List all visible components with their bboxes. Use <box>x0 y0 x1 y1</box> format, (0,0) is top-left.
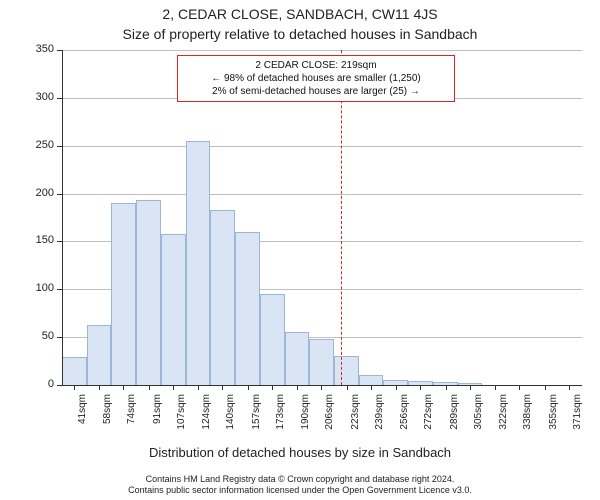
x-tick <box>99 385 100 390</box>
x-tick-label: 371sqm <box>572 394 583 454</box>
x-tick-label: 58sqm <box>102 394 113 454</box>
gridline <box>62 50 582 51</box>
x-tick-label: 272sqm <box>423 394 434 454</box>
x-tick <box>248 385 249 390</box>
x-tick-label: 74sqm <box>126 394 137 454</box>
y-tick-label: 0 <box>28 378 54 390</box>
x-tick-label: 41sqm <box>77 394 88 454</box>
histogram-bar <box>359 375 384 385</box>
x-tick <box>420 385 421 390</box>
x-tick <box>569 385 570 390</box>
x-tick <box>321 385 322 390</box>
x-tick <box>123 385 124 390</box>
x-tick <box>347 385 348 390</box>
y-axis-line <box>62 50 63 385</box>
x-tick-label: 305sqm <box>473 394 484 454</box>
chart-title-1: 2, CEDAR CLOSE, SANDBACH, CW11 4JS <box>0 6 600 22</box>
x-tick-label: 239sqm <box>374 394 385 454</box>
histogram-bar <box>309 339 334 385</box>
y-tick-label: 250 <box>28 139 54 151</box>
x-tick-label: 91sqm <box>152 394 163 454</box>
x-tick <box>198 385 199 390</box>
x-tick <box>173 385 174 390</box>
x-tick-label: 124sqm <box>201 394 212 454</box>
x-tick-label: 173sqm <box>275 394 286 454</box>
chart-title-2: Size of property relative to detached ho… <box>0 26 600 42</box>
histogram-bar <box>87 325 112 385</box>
y-tick-label: 300 <box>28 91 54 103</box>
x-tick <box>371 385 372 390</box>
x-tick-label: 338sqm <box>522 394 533 454</box>
x-tick <box>495 385 496 390</box>
histogram-bar <box>235 232 260 385</box>
y-tick-label: 200 <box>28 187 54 199</box>
annotation-box: 2 CEDAR CLOSE: 219sqm← 98% of detached h… <box>177 55 454 102</box>
gridline <box>62 146 582 147</box>
y-tick-label: 100 <box>28 282 54 294</box>
histogram-bar <box>62 357 87 385</box>
x-tick-label: 289sqm <box>449 394 460 454</box>
x-tick-label: 190sqm <box>300 394 311 454</box>
x-tick-label: 157sqm <box>251 394 262 454</box>
chart-footer: Contains HM Land Registry data © Crown c… <box>0 474 600 497</box>
histogram-bar <box>210 210 235 385</box>
x-tick-label: 107sqm <box>176 394 187 454</box>
x-tick <box>446 385 447 390</box>
histogram-bar <box>260 294 285 385</box>
x-tick <box>545 385 546 390</box>
footer-line-2: Contains public sector information licen… <box>0 485 600 496</box>
plot-area: 2 CEDAR CLOSE: 219sqm← 98% of detached h… <box>62 50 582 385</box>
gridline <box>62 194 582 195</box>
x-tick <box>272 385 273 390</box>
x-tick-label: 355sqm <box>548 394 559 454</box>
annotation-line: ← 98% of detached houses are smaller (1,… <box>184 72 447 85</box>
x-tick <box>74 385 75 390</box>
chart-container: 2, CEDAR CLOSE, SANDBACH, CW11 4JS Size … <box>0 0 600 500</box>
x-tick-label: 256sqm <box>399 394 410 454</box>
x-tick-label: 140sqm <box>225 394 236 454</box>
x-tick-label: 223sqm <box>350 394 361 454</box>
histogram-bar <box>186 141 211 385</box>
x-tick-label: 322sqm <box>498 394 509 454</box>
x-tick-label: 206sqm <box>324 394 335 454</box>
histogram-bar <box>334 356 359 385</box>
x-tick <box>222 385 223 390</box>
annotation-line: 2% of semi-detached houses are larger (2… <box>184 85 447 98</box>
y-tick-label: 350 <box>28 43 54 55</box>
x-tick <box>297 385 298 390</box>
x-tick <box>519 385 520 390</box>
y-tick-label: 150 <box>28 234 54 246</box>
histogram-bar <box>111 203 136 385</box>
x-tick <box>149 385 150 390</box>
histogram-bar <box>136 200 161 385</box>
footer-line-1: Contains HM Land Registry data © Crown c… <box>0 474 600 485</box>
histogram-bar <box>285 332 310 385</box>
annotation-line: 2 CEDAR CLOSE: 219sqm <box>184 59 447 72</box>
y-tick-label: 50 <box>28 330 54 342</box>
x-tick <box>470 385 471 390</box>
x-tick <box>396 385 397 390</box>
histogram-bar <box>161 234 186 385</box>
